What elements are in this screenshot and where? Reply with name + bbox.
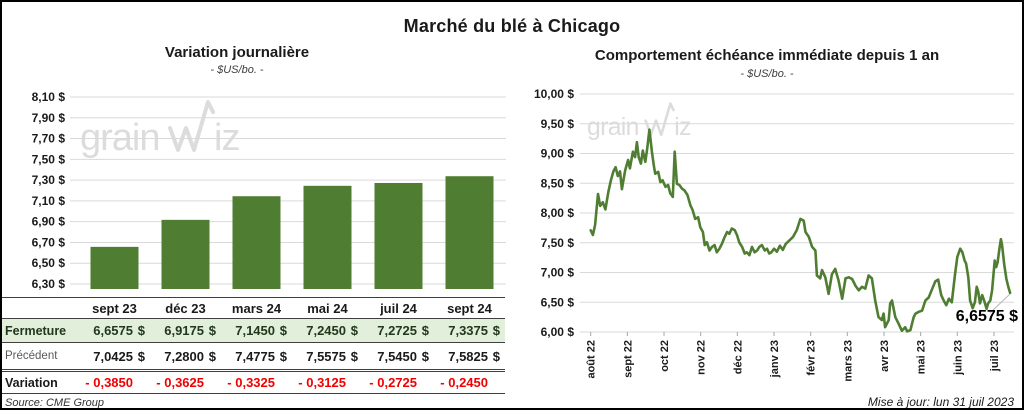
table-row-fermeture: Fermeture 6,6575 $ 6,9175 $ 7,1450 $ 7,2450… (2, 319, 505, 343)
table-cell: - 0,3625 (156, 375, 204, 390)
table-cell: 7,3375 $ (448, 323, 500, 338)
column-header: mai 24 (307, 300, 348, 316)
table-cell: - 0,3325 (227, 375, 275, 390)
bar-chart-title: Variation journalière (164, 44, 310, 61)
y-axis-tick-label: 7,10 $ (32, 194, 66, 208)
table-cell: 7,5575 $ (306, 348, 358, 364)
y-axis-tick-label: 9,50 $ (541, 117, 575, 131)
y-axis-tick-label: 8,10 $ (32, 90, 66, 104)
table-row-precedent: Précédent 7,0425 $ 7,2800 $ 7,4775 $ 7,5575… (2, 343, 505, 369)
x-axis-tick-label: sept 22 (622, 340, 634, 378)
table-cell: - 0,3125 (298, 375, 346, 390)
y-axis-tick-label: 8,50 $ (541, 176, 575, 190)
column-header: juil 24 (380, 300, 417, 316)
line-chart-subtitle: - $US/bo. - (740, 68, 794, 80)
x-axis-tick-label: avr 23 (879, 340, 891, 372)
table-cell: 7,2450 $ (306, 323, 358, 338)
table-cell: 6,6575 $ (93, 323, 145, 338)
page-title: Marché du blé à Chicago (403, 16, 621, 36)
y-axis-tick-label: 9,00 $ (541, 147, 575, 161)
bar-segment (303, 185, 352, 289)
table-cell: 7,4775 $ (235, 348, 287, 364)
x-axis-tick-label: août 22 (586, 340, 598, 379)
y-axis-tick-label: 10,00 $ (534, 87, 574, 101)
x-axis-tick-label: oct 22 (659, 340, 671, 372)
y-axis-tick-label: 7,00 $ (541, 266, 575, 280)
column-header: déc 23 (165, 300, 206, 316)
bar-segment (90, 246, 139, 289)
price-line-series (589, 128, 1012, 333)
x-axis-tick-label: juil 23 (989, 340, 1001, 372)
x-axis-tick-label: janv 23 (769, 340, 781, 378)
x-axis-tick-label: nov 22 (696, 340, 708, 375)
x-axis-tick-label: déc 22 (732, 340, 744, 374)
table-cell: 7,2800 $ (164, 348, 216, 364)
table-cell: - 0,2725 (369, 375, 417, 390)
y-axis-tick-label: 7,50 $ (32, 152, 66, 166)
y-axis-tick-label: 7,90 $ (32, 111, 66, 125)
y-axis-tick-label: 7,30 $ (32, 173, 66, 187)
bar-chart: 8,10 $ 7,90 $ 7,70 $ 7,50 $ 7,30 $ 7,10 $ 6,90… (32, 90, 506, 291)
contract-table: sept 23 déc 23 mars 24 mai 24 juil 24 se… (2, 297, 505, 394)
row-label: Fermeture (5, 323, 67, 338)
last-price-annotation: 6,6575 $ (955, 308, 1018, 325)
y-axis-tick-label: 6,00 $ (541, 325, 575, 339)
x-axis-tick-label: mai 23 (916, 340, 928, 374)
y-axis-tick-label: 6,50 $ (541, 295, 575, 309)
row-label: Précédent (5, 350, 58, 362)
column-header: sept 24 (447, 300, 492, 316)
annotation-leader-line (989, 293, 1011, 314)
line-chart: 10,00 $ 9,50 $ 9,00 $ 8,50 $ 8,00 $ 7,50 $ 7,0… (534, 87, 1014, 382)
updated-note: Mise à jour: lun 31 juil 2023 (867, 395, 1014, 409)
bar-segment (232, 196, 281, 289)
table-cell: 7,5825 $ (448, 348, 500, 364)
source-note: Source: CME Group (5, 397, 105, 409)
bar-segment (161, 219, 210, 289)
y-axis-tick-label: 6,30 $ (32, 277, 66, 291)
y-axis-tick-label: 6,90 $ (32, 215, 66, 229)
x-axis-tick-label: juin 23 (952, 340, 964, 376)
column-header: sept 23 (92, 300, 137, 316)
table-cell: 7,2725 $ (377, 323, 429, 338)
row-label: Variation (5, 375, 58, 390)
y-axis-tick-label: 6,70 $ (32, 235, 66, 249)
x-axis-tick-label: mars 23 (842, 340, 854, 382)
table-cell: 7,5450 $ (377, 348, 429, 364)
x-axis-tick-label: févr 23 (806, 340, 818, 375)
table-cell: 7,0425 $ (93, 348, 145, 364)
bar-segment (445, 176, 494, 289)
y-axis-tick-label: 7,70 $ (32, 132, 66, 146)
table-header-row: sept 23 déc 23 mars 24 mai 24 juil 24 se… (2, 297, 505, 319)
column-header: mars 24 (231, 300, 282, 316)
table-cell: 7,1450 $ (235, 323, 287, 338)
bar-segment (374, 182, 423, 289)
table-cell: - 0,3850 (85, 375, 133, 390)
table-cell: - 0,2450 (440, 375, 488, 390)
y-axis-tick-label: 6,50 $ (32, 256, 66, 270)
line-chart-title: Comportement échéance immédiate depuis 1… (594, 47, 940, 64)
y-axis-tick-label: 7,50 $ (541, 236, 575, 250)
bar-chart-subtitle: - $US/bo. - (210, 64, 264, 76)
y-axis-tick-label: 8,00 $ (541, 206, 575, 220)
table-cell: 6,9175 $ (164, 323, 216, 338)
table-row-variation: Variation - 0,3850 - 0,3625 - 0,3325 - 0… (2, 369, 505, 394)
